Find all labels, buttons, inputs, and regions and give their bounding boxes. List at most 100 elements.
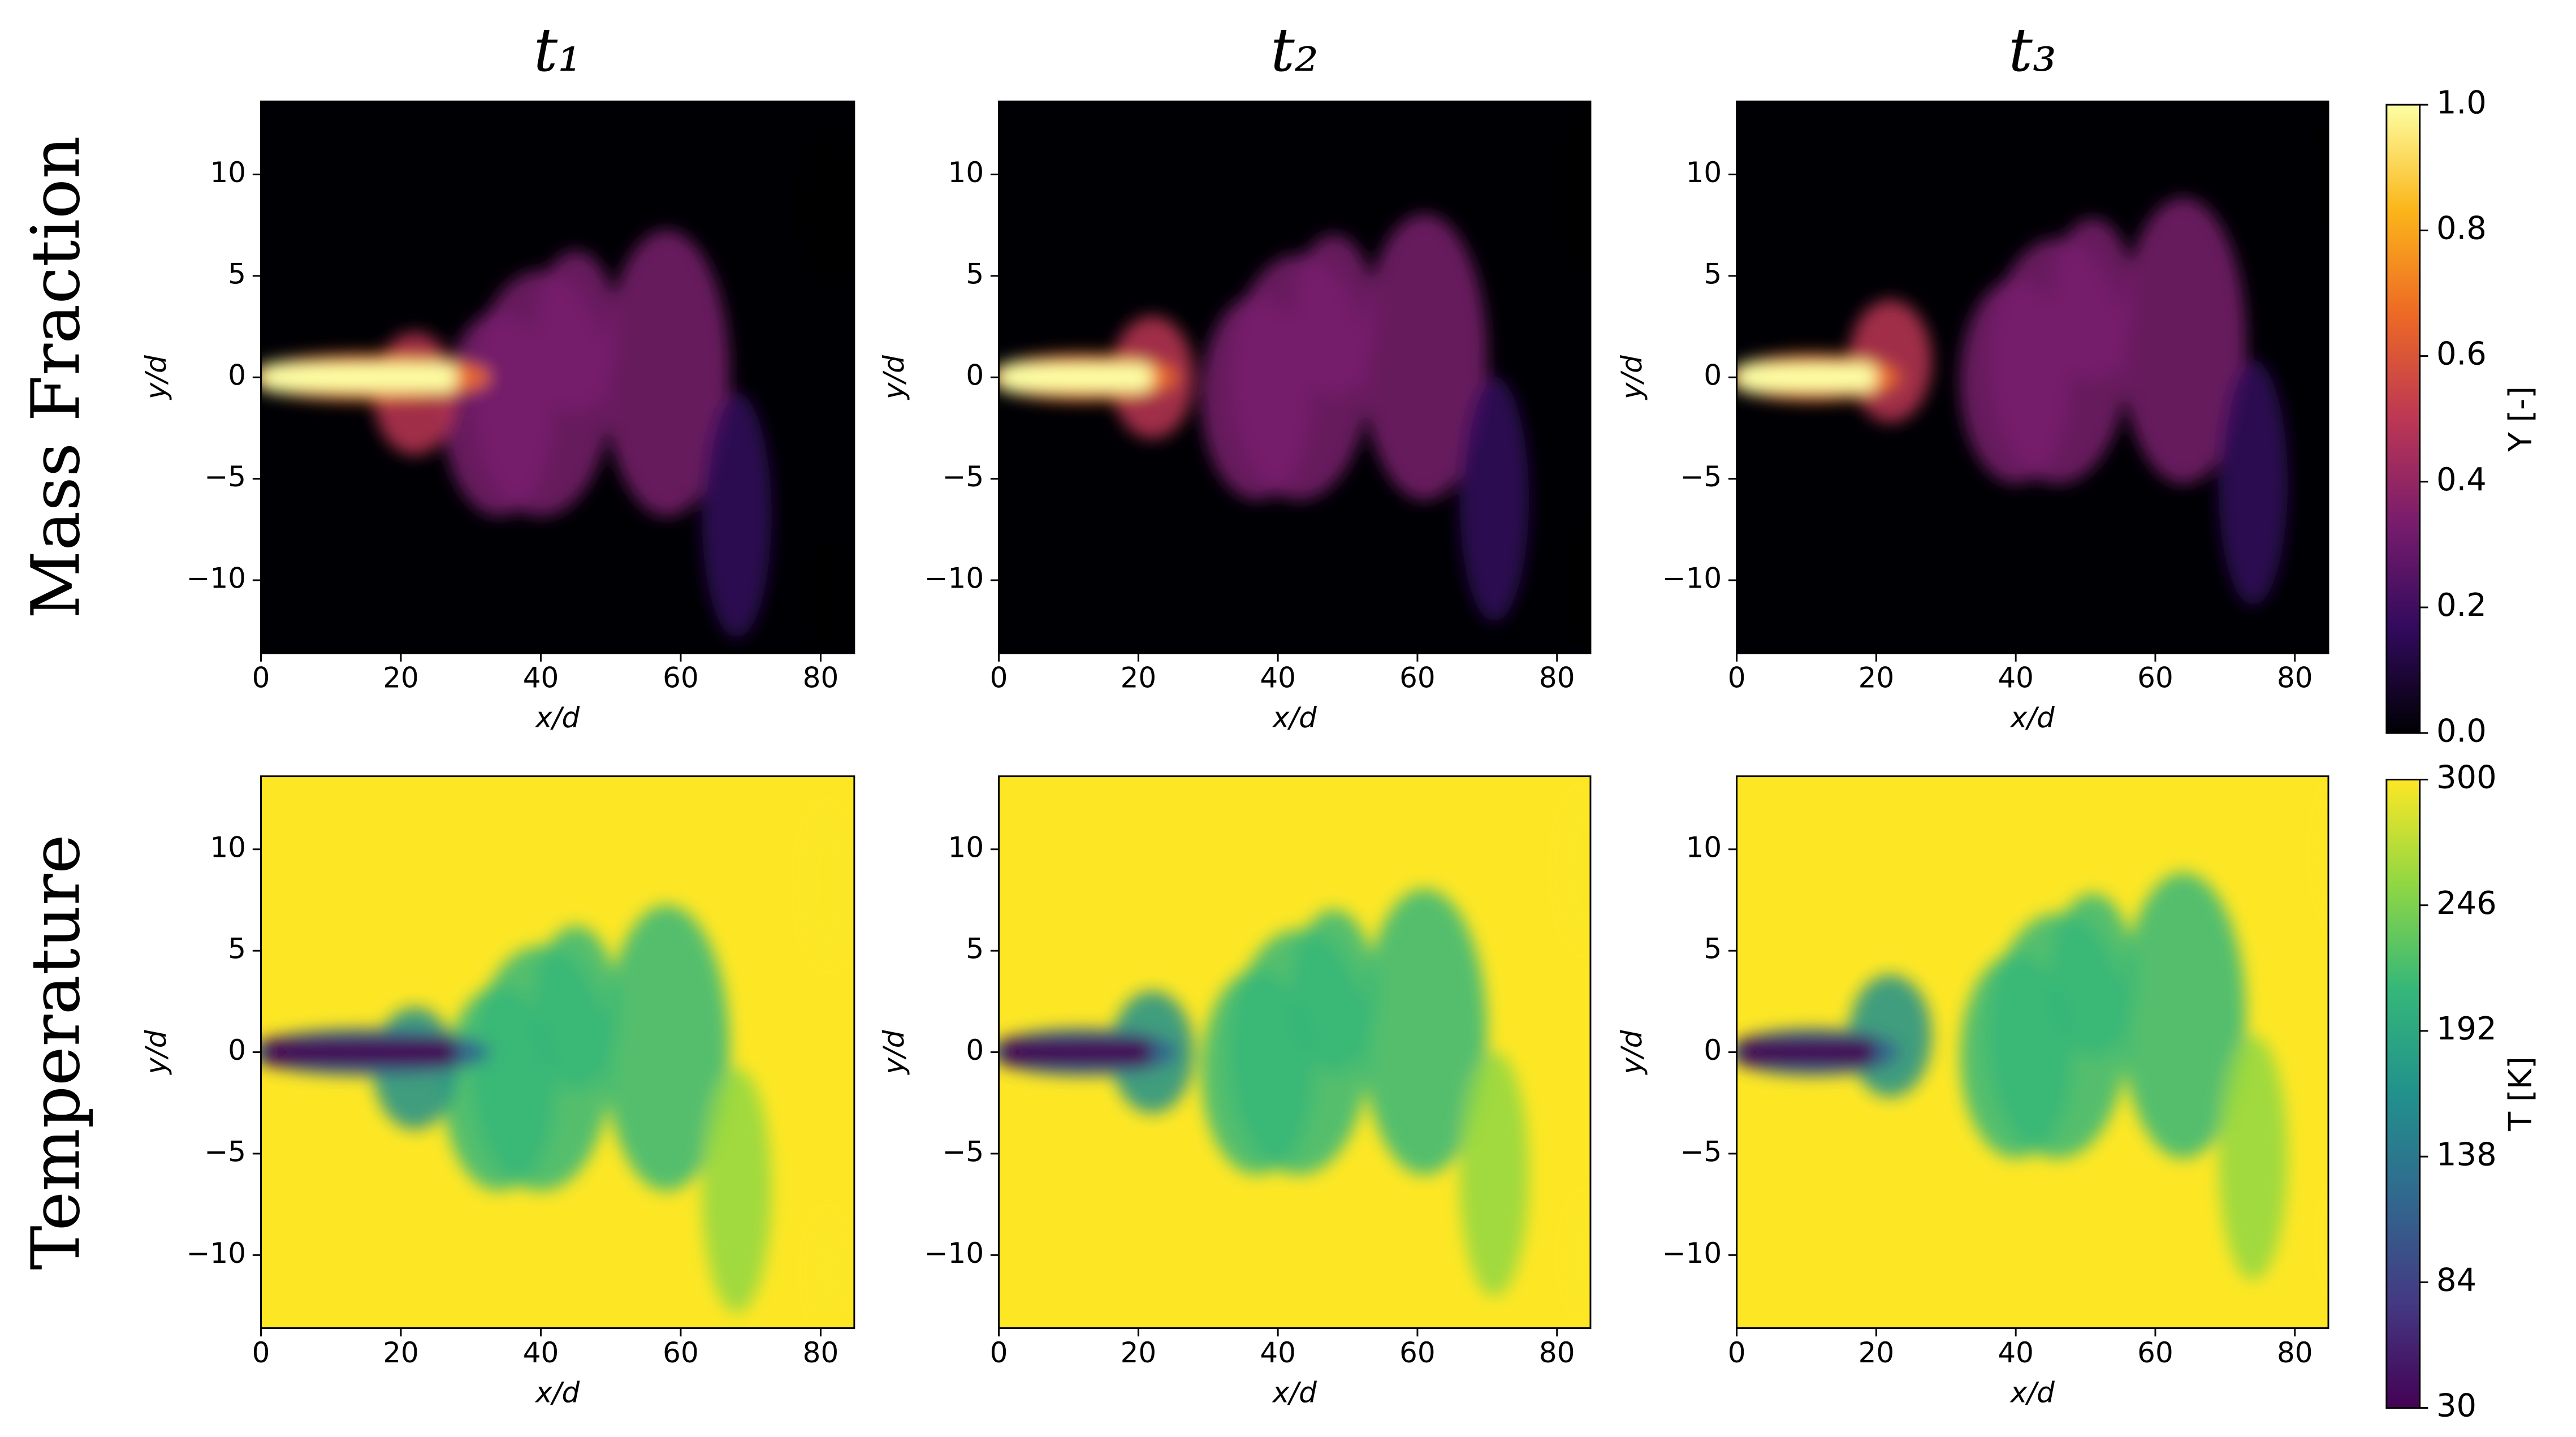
row-label: Mass Fraction	[17, 136, 94, 619]
plume-blob	[2323, 522, 2328, 606]
x-tick-label: 60	[2137, 662, 2173, 694]
plume-blob	[1960, 279, 2072, 484]
colorbar-tick-label: 300	[2436, 760, 2497, 796]
plume-blob	[2218, 360, 2288, 606]
x-tick-label: 20	[1121, 662, 1157, 694]
colorbar-tick-label: 192	[2436, 1011, 2497, 1047]
jet-core	[261, 363, 457, 392]
x-tick-label: 40	[1260, 1336, 1296, 1369]
x-axis-label: x/d	[2009, 701, 2055, 734]
y-tick-label: −5	[1680, 1135, 1722, 1168]
plume-blob	[806, 1210, 849, 1328]
y-axis-label: y/d	[878, 1030, 910, 1075]
jet-core	[999, 363, 1153, 392]
x-tick-label: 40	[1998, 1336, 2034, 1369]
colorbar-tick-label: 138	[2436, 1136, 2497, 1173]
x-axis-label: x/d	[2009, 1376, 2055, 1409]
colorbar-tick-label: 0.0	[2436, 713, 2487, 749]
x-tick-label: 60	[2137, 1336, 2173, 1369]
plume-blob	[1564, 1193, 1590, 1317]
y-tick-label: −10	[924, 562, 984, 594]
y-tick-label: −10	[924, 1237, 984, 1270]
x-tick-label: 60	[1399, 1336, 1436, 1369]
colorbar-tick-label: 0.4	[2436, 461, 2487, 498]
y-tick-label: 5	[966, 933, 984, 965]
x-tick-label: 40	[523, 662, 559, 694]
y-tick-label: 0	[1704, 359, 1722, 392]
plume-blob	[2323, 1197, 2328, 1281]
heatmap-field	[999, 776, 1590, 1328]
colorbar-tick-label: 1.0	[2436, 84, 2487, 121]
plume	[999, 113, 1590, 642]
plume-blob	[702, 1067, 772, 1313]
y-tick-label: −5	[942, 460, 984, 493]
plume-blob	[1291, 235, 1376, 399]
jet-core	[1736, 1038, 1877, 1067]
plume-blob	[2051, 893, 2134, 1057]
plume-blob	[604, 905, 730, 1192]
y-tick-label: −10	[187, 1237, 246, 1270]
x-tick-label: 60	[1399, 662, 1436, 694]
y-tick-label: 5	[228, 933, 246, 965]
x-tick-label: 40	[1998, 662, 2034, 694]
plume-blob	[1459, 376, 1529, 622]
colorbar-tick-label: 0.6	[2436, 336, 2487, 373]
x-tick-label: 20	[1858, 662, 1895, 694]
y-tick-label: 5	[1704, 933, 1722, 965]
plume-blob	[1960, 954, 2072, 1159]
plume-blob	[799, 129, 854, 293]
jet-core	[1736, 363, 1877, 392]
x-tick-label: 20	[1858, 1336, 1895, 1369]
plume-blob	[1564, 519, 1590, 642]
plume	[1736, 785, 2328, 1281]
plume-blob	[443, 312, 555, 516]
panel-title: t₁	[534, 15, 582, 85]
x-tick-label: 60	[663, 1336, 699, 1369]
y-tick-label: 10	[1686, 831, 1722, 864]
colorbar-label: T [K]	[2502, 1056, 2539, 1132]
y-tick-label: 10	[210, 831, 246, 864]
y-tick-label: 10	[948, 831, 984, 864]
plume-blob	[534, 251, 618, 415]
plume-blob	[2051, 218, 2134, 382]
plume-blob	[2120, 872, 2246, 1159]
heatmap-field	[261, 776, 854, 1328]
x-tick-label: 40	[523, 1336, 559, 1369]
jet-core	[999, 1038, 1153, 1067]
plume-blob	[2218, 1035, 2288, 1280]
x-tick-label: 0	[252, 662, 270, 694]
y-tick-label: 0	[966, 359, 984, 392]
x-tick-label: 0	[1728, 1336, 1746, 1369]
y-tick-label: 5	[966, 257, 984, 290]
y-tick-label: −10	[1662, 562, 1722, 594]
y-tick-label: 0	[1704, 1034, 1722, 1067]
y-axis-label: y/d	[1615, 1030, 1648, 1075]
plume-blob	[806, 535, 849, 654]
x-tick-label: 0	[990, 662, 1008, 694]
plume	[999, 788, 1590, 1317]
y-tick-label: 0	[228, 359, 246, 392]
y-tick-label: 10	[1686, 156, 1722, 189]
heatmap-field	[261, 101, 854, 654]
plume-blob	[2120, 197, 2246, 484]
plume-blob	[702, 392, 772, 638]
x-tick-label: 40	[1260, 662, 1296, 694]
plume-blob	[1201, 295, 1313, 500]
y-tick-label: 0	[966, 1034, 984, 1067]
x-tick-label: 0	[990, 1336, 1008, 1369]
x-tick-label: 80	[1539, 1336, 1575, 1369]
plume-blob	[1201, 970, 1313, 1175]
plume-blob	[2315, 110, 2328, 247]
colorbar	[2385, 779, 2421, 1409]
x-tick-label: 80	[2277, 662, 2313, 694]
jet-core	[261, 1038, 457, 1067]
x-tick-label: 80	[803, 1336, 839, 1369]
x-axis-label: x/d	[1272, 701, 1317, 734]
y-tick-label: −5	[1680, 460, 1722, 493]
plume-blob	[1362, 888, 1488, 1175]
plume-blob	[1557, 788, 1590, 952]
x-tick-label: 0	[1728, 662, 1746, 694]
x-tick-label: 0	[252, 1336, 270, 1369]
x-tick-label: 80	[803, 662, 839, 694]
y-tick-label: −5	[942, 1135, 984, 1168]
